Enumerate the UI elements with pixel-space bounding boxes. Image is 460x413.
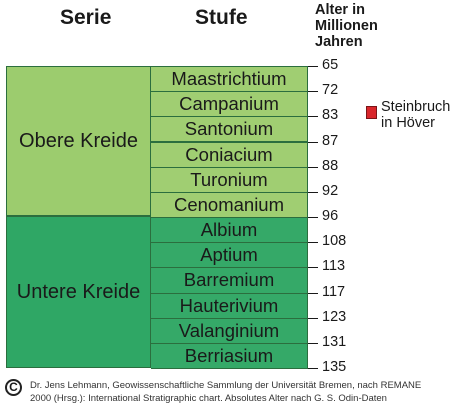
stage-label: Coniacium (185, 143, 273, 165)
age-tick (308, 292, 318, 294)
stage-row: Santonium (151, 116, 308, 143)
stage-label: Maastrichtium (171, 68, 287, 90)
age-label: 96 (322, 208, 339, 225)
age-tick (308, 191, 318, 193)
header-alter-line: Jahren (315, 34, 363, 50)
series-label: Obere Kreide (19, 129, 138, 152)
copyright-icon: C (5, 379, 22, 396)
age-label: 87 (322, 132, 339, 149)
age-label: 65 (322, 57, 339, 73)
series-obere-kreide: Obere Kreide (6, 66, 151, 216)
age-tick (308, 166, 318, 168)
header-stufe: Stufe (195, 6, 248, 29)
age-label: 131 (322, 333, 347, 350)
stage-label: Hauterivium (179, 294, 279, 316)
series-label: Untere Kreide (16, 280, 141, 303)
stage-row: Barremium (151, 267, 308, 294)
stage-row: Campanium (151, 91, 308, 118)
header-alter-line: Millionen (315, 18, 378, 34)
age-label: 123 (322, 308, 347, 325)
header-alter: Alter in Millionen Jahren (315, 2, 378, 50)
age-label: 83 (322, 107, 339, 124)
series-untere-kreide: Untere Kreide (6, 216, 151, 368)
age-label: 92 (322, 182, 339, 199)
stage-row: Berriasium (151, 342, 308, 370)
header-serie: Serie (60, 6, 112, 29)
stage-row: Maastrichtium (151, 66, 308, 93)
stage-label: Albium (200, 219, 258, 241)
age-tick (308, 217, 318, 219)
age-tick (308, 116, 318, 118)
stage-label: Berriasium (184, 344, 274, 366)
age-tick (308, 368, 318, 370)
stage-row: Hauterivium (151, 292, 308, 319)
age-tick (308, 141, 318, 143)
stage-row: Cenomanium (151, 191, 308, 218)
age-label: 72 (322, 82, 339, 99)
legend-label: Steinbruch in Höver (381, 99, 450, 131)
footer-line: 2000 (Hrsg.): International Stratigraphi… (30, 393, 387, 404)
stage-row: Aptium (151, 242, 308, 269)
legend-label-line: in Höver (381, 115, 435, 131)
stage-row: Coniacium (151, 141, 308, 168)
age-tick (308, 242, 318, 244)
stage-label: Turonium (190, 168, 268, 190)
age-tick (308, 91, 318, 93)
stage-label: Campanium (179, 93, 279, 115)
age-label: 135 (322, 359, 347, 376)
header-alter-line: Alter in (315, 2, 365, 18)
footer-credit: Dr. Jens Lehmann, Geowissenschaftliche S… (30, 379, 455, 405)
stage-row: Turonium (151, 166, 308, 193)
legend-label-line: Steinbruch (381, 99, 451, 115)
stage-row: Albium (151, 217, 308, 244)
footer-line: Dr. Jens Lehmann, Geowissenschaftliche S… (30, 380, 422, 391)
age-label: 108 (322, 233, 347, 250)
stage-label: Barremium (183, 269, 275, 291)
stage-label: Aptium (200, 244, 258, 266)
age-label: 113 (322, 258, 346, 275)
age-tick (308, 317, 318, 319)
stage-row: Valanginium (151, 317, 308, 344)
stage-label: Valanginium (178, 319, 280, 341)
age-label: 88 (322, 157, 339, 174)
age-tick (308, 342, 318, 344)
stage-label: Santonium (184, 118, 274, 140)
legend-marker (366, 106, 377, 119)
stage-label: Cenomanium (173, 193, 285, 215)
age-tick (308, 66, 318, 67)
age-label: 117 (322, 283, 346, 300)
age-tick (308, 267, 318, 269)
